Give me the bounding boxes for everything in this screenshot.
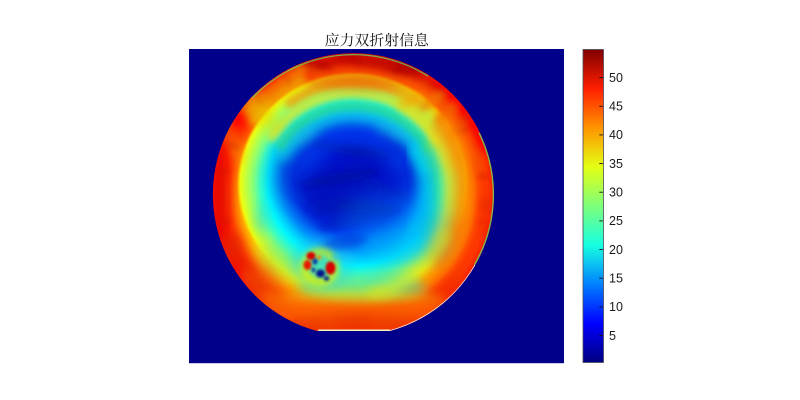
- svg-text:5: 5: [609, 329, 616, 343]
- svg-text:15: 15: [609, 272, 623, 286]
- svg-text:35: 35: [609, 157, 623, 171]
- svg-text:50: 50: [609, 71, 623, 85]
- svg-text:45: 45: [609, 100, 623, 114]
- svg-text:20: 20: [609, 243, 623, 257]
- svg-text:25: 25: [609, 214, 623, 228]
- svg-text:10: 10: [609, 300, 623, 314]
- svg-text:40: 40: [609, 128, 623, 142]
- svg-text:30: 30: [609, 186, 623, 200]
